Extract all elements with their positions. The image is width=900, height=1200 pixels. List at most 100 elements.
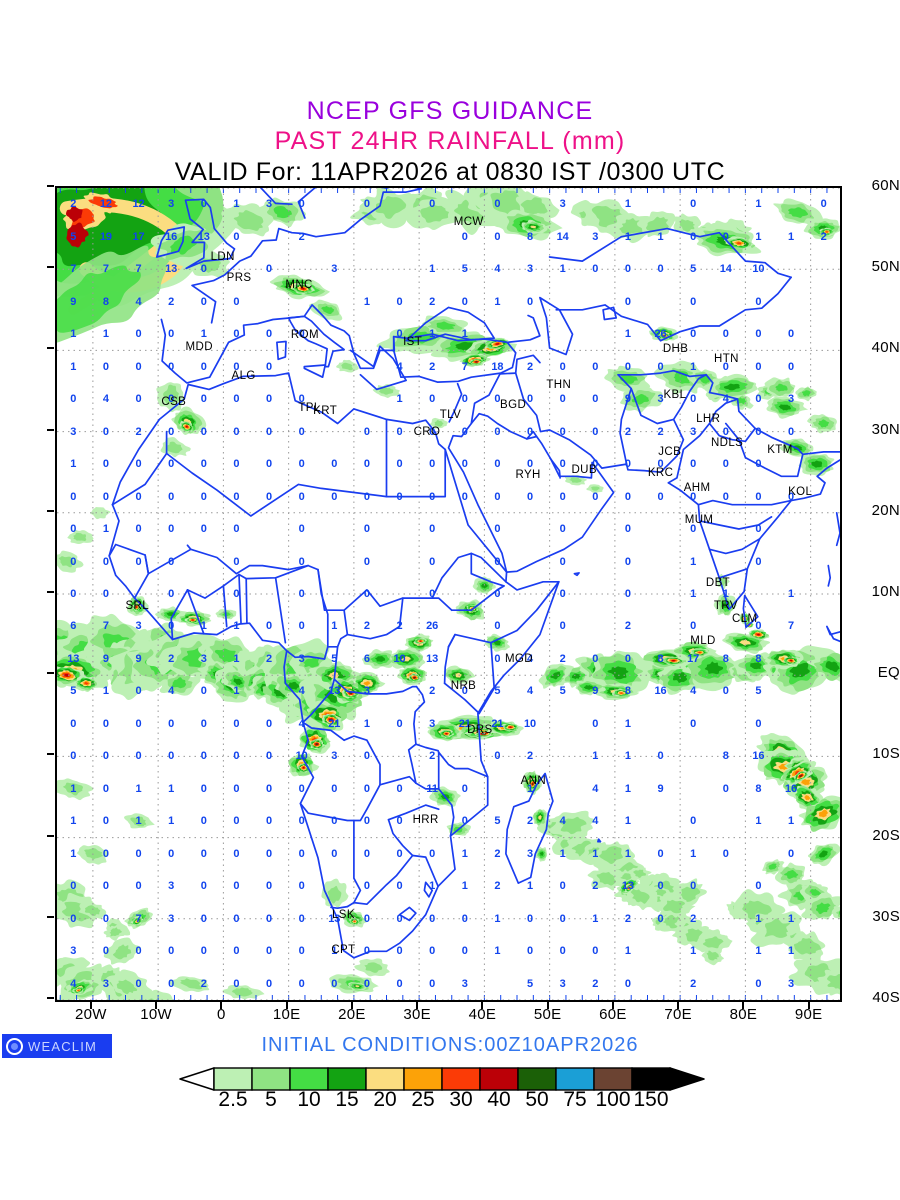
rainfall-value: 0 — [102, 360, 109, 373]
city-label: DRS — [467, 724, 493, 737]
rainfall-value: 0 — [200, 912, 207, 925]
rainfall-value: 1 — [624, 750, 631, 763]
rainfall-value: 0 — [722, 230, 729, 243]
rainfall-value: 10 — [393, 652, 406, 665]
rainfall-value: 6 — [363, 652, 370, 665]
rainfall-value: 0 — [592, 263, 599, 276]
rainfall-value: 8 — [102, 295, 109, 308]
weaclim-logo-badge[interactable]: WEACLIM — [2, 1034, 112, 1058]
rainfall-value: 0 — [70, 880, 77, 893]
rainfall-value: 0 — [233, 230, 240, 243]
colorbar-tick-label: 20 — [373, 1088, 397, 1111]
rainfall-value: 4 — [70, 977, 77, 990]
rainfall-value: 1 — [200, 620, 207, 633]
rainfall-value: 0 — [657, 360, 664, 373]
rainfall-value: 0 — [624, 490, 631, 503]
rainfall-value: 8 — [755, 782, 762, 795]
colorbar-swatches — [179, 1067, 705, 1091]
rainfall-value: 0 — [168, 328, 175, 341]
rainfall-value: 3 — [363, 685, 370, 698]
rainfall-value: 0 — [266, 425, 273, 438]
rainfall-value: 0 — [363, 198, 370, 211]
rainfall-value: 0 — [298, 945, 305, 958]
rainfall-value: 0 — [363, 847, 370, 860]
rainfall-value: 0 — [624, 588, 631, 600]
rainfall-value: 0 — [396, 945, 403, 958]
lon-tick-label: 80E — [729, 1006, 758, 1023]
rainfall-value: 1 — [363, 295, 370, 308]
rainfall-value: 1 — [233, 685, 240, 698]
rainfall-value: 0 — [429, 490, 436, 503]
rainfall-value: 2 — [200, 977, 207, 990]
rainfall-value: 1 — [331, 620, 338, 633]
rainfall-value: 0 — [266, 977, 273, 990]
city-label: CSB — [161, 396, 187, 409]
rainfall-value: 21 — [328, 717, 341, 730]
rainfall-value: 1 — [624, 847, 631, 860]
rainfall-value: 0 — [168, 588, 175, 600]
rainfall-value: 0 — [494, 620, 501, 633]
rainfall-value: 1 — [592, 847, 599, 860]
rainfall-value: 0 — [592, 490, 599, 503]
rainfall-value: 0 — [592, 458, 599, 471]
rainfall-value: 7 — [70, 263, 77, 276]
rainfall-value: 0 — [200, 523, 207, 536]
rainfall-value: 0 — [461, 393, 468, 406]
rainfall-value: 0 — [527, 945, 534, 958]
rainfall-value: 0 — [788, 425, 795, 438]
lat-tick-mark — [47, 266, 54, 269]
rainfall-value: 0 — [494, 425, 501, 438]
city-label: MNC — [285, 278, 313, 291]
rainfall-value: 4 — [527, 685, 534, 698]
rainfall-value: 7 — [135, 263, 142, 276]
rainfall-value: 0 — [363, 945, 370, 958]
rainfall-value: 2 — [690, 977, 697, 990]
city-label: MCW — [453, 216, 484, 229]
rainfall-value: 0 — [233, 555, 240, 568]
rainfall-value: 0 — [429, 555, 436, 568]
city-label: IST — [403, 336, 423, 349]
rainfall-value: 0 — [559, 588, 566, 600]
rainfall-value: 1 — [559, 263, 566, 276]
map-frame[interactable]: 2 12 12 3 0 1 3 0 0 0 0 3 1 0 1 0 5 19 17 16 13 0 2 0 0 8 14 3 1 1 0 0 1… — [55, 186, 842, 1002]
rainfall-value: 0 — [527, 425, 534, 438]
city-label: KOL — [788, 485, 813, 498]
rainfall-value: 0 — [135, 847, 142, 860]
rainfall-value: 0 — [429, 458, 436, 471]
rainfall-value: 4 — [298, 717, 305, 730]
title-model: NCEP GFS GUIDANCE — [306, 97, 594, 125]
rainfall-value: 4 — [592, 782, 599, 795]
lon-tick-mark — [546, 1002, 549, 1009]
rainfall-value: 0 — [461, 912, 468, 925]
rainfall-value: 0 — [429, 977, 436, 990]
rainfall-value: 0 — [233, 750, 240, 763]
rainfall-value: 0 — [396, 490, 403, 503]
rainfall-value: 0 — [657, 880, 664, 893]
rainfall-value: 0 — [70, 588, 77, 600]
lon-tick-label: 10W — [140, 1006, 172, 1023]
country-borders-layer — [108, 188, 840, 959]
rainfall-value: 0 — [690, 198, 697, 211]
rainfall-value: 0 — [298, 782, 305, 795]
rainfall-value: 0 — [168, 360, 175, 373]
colorbar[interactable] — [178, 1066, 726, 1126]
rainfall-value: 0 — [168, 393, 175, 406]
rainfall-value: 11 — [426, 782, 439, 795]
rainfall-value: 0 — [266, 815, 273, 828]
rainfall-value: 1 — [429, 880, 436, 893]
rainfall-value: 0 — [233, 360, 240, 373]
rainfall-value: 2 — [494, 847, 501, 860]
rainfall-value: 3 — [331, 263, 338, 276]
rainfall-value: 5 — [70, 230, 77, 243]
rainfall-value: 0 — [690, 620, 697, 633]
rainfall-value: 0 — [592, 945, 599, 958]
title-block: NCEP GFS GUIDANCE PAST 24HR RAINFALL (mm… — [0, 96, 900, 188]
rainfall-value: 0 — [755, 717, 762, 730]
rainfall-value: 1 — [168, 782, 175, 795]
rainfall-value: 0 — [592, 717, 599, 730]
city-label: ANN — [520, 774, 547, 787]
rainfall-value: 5 — [494, 685, 501, 698]
rainfall-value: 9 — [102, 652, 109, 665]
colorbar-tick-label: 40 — [487, 1088, 511, 1111]
rainfall-value: 0 — [363, 782, 370, 795]
